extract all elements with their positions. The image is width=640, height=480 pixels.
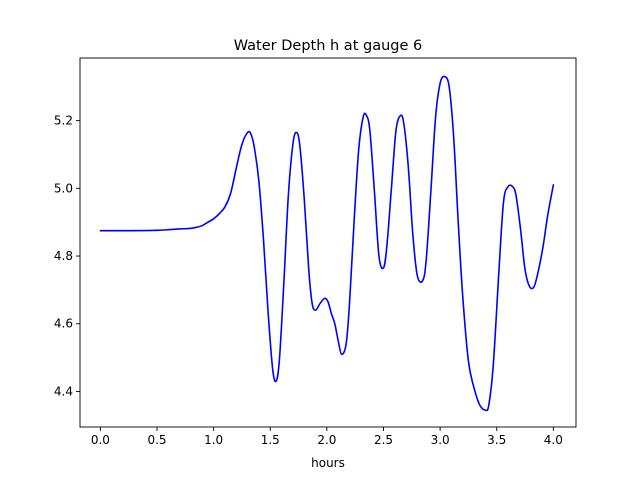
y-tick-label: 4.6 [54,317,73,331]
x-tick-label: 2.5 [374,433,393,447]
x-axis-label: hours [311,456,345,470]
series-line-0 [99,75,555,412]
axes: 0.0 0.5 1.0 1.5 2.0 2.5 3.0 3.5 4.0 4.4 4.6 4.8 5.0 5… [54,57,577,447]
x-tick-label: 4.0 [544,433,563,447]
y-tick-label: 5.2 [54,114,73,128]
x-tick-label: 2.0 [317,433,336,447]
plot-area [99,75,555,412]
chart-title: Water Depth h at gauge 6 [234,38,422,54]
x-tick-label: 0.5 [147,433,166,447]
y-tick-label: 4.4 [54,384,73,398]
x-tick-label: 0.0 [91,433,110,447]
y-tick-label: 4.8 [54,249,73,263]
x-tick-label: 1.0 [204,433,223,447]
axes-frame [79,57,577,428]
y-tick-label: 5.0 [54,181,73,195]
x-tick-label: 3.0 [431,433,450,447]
x-tick-label: 3.5 [487,433,506,447]
x-tick-label: 1.5 [261,433,280,447]
